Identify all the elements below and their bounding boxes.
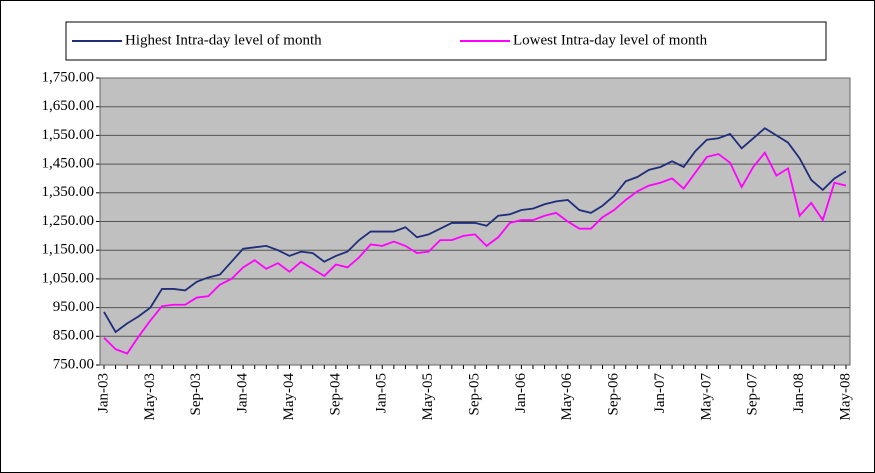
legend-label: Highest Intra-day level of month [125,32,322,48]
x-tick-label: Jan-07 [652,373,668,413]
y-tick-label: 1,350.00 [42,184,95,200]
x-tick-label: Jan-04 [235,373,251,413]
x-tick-label: May-06 [559,373,575,421]
x-tick-label: Sep-07 [745,373,761,416]
x-tick-label: Sep-05 [466,373,482,416]
y-tick-label: 1,050.00 [42,270,95,286]
x-tick-label: May-07 [698,373,714,421]
x-tick-label: Jan-05 [374,373,390,413]
x-tick-label: Jan-06 [513,373,529,413]
x-tick-label: May-03 [142,373,158,421]
y-tick-label: 1,150.00 [42,242,95,258]
x-tick-label: Sep-04 [327,373,343,416]
series-line [103,150,847,355]
x-tick-label: Jan-08 [791,373,807,413]
x-tick-label: Jan-03 [95,373,111,413]
y-tick-label: 1,650.00 [42,98,95,114]
y-tick-label: 1,550.00 [42,127,95,143]
y-tick-label: 950.00 [53,299,94,315]
y-tick-label: 1,250.00 [42,213,95,229]
legend-label: Lowest Intra-day level of month [513,32,708,48]
y-tick-label: 1,750.00 [42,69,95,85]
x-tick-label: Sep-03 [188,373,204,416]
y-tick-label: 750.00 [53,356,94,372]
series-line [103,127,847,334]
x-tick-label: Sep-06 [606,373,622,416]
x-tick-label: May-08 [837,373,853,421]
x-tick-label: May-04 [281,373,297,421]
x-tick-label: May-05 [420,373,436,421]
y-tick-label: 850.00 [53,328,94,344]
y-tick-label: 1,450.00 [42,156,95,172]
legend-box [65,21,827,61]
